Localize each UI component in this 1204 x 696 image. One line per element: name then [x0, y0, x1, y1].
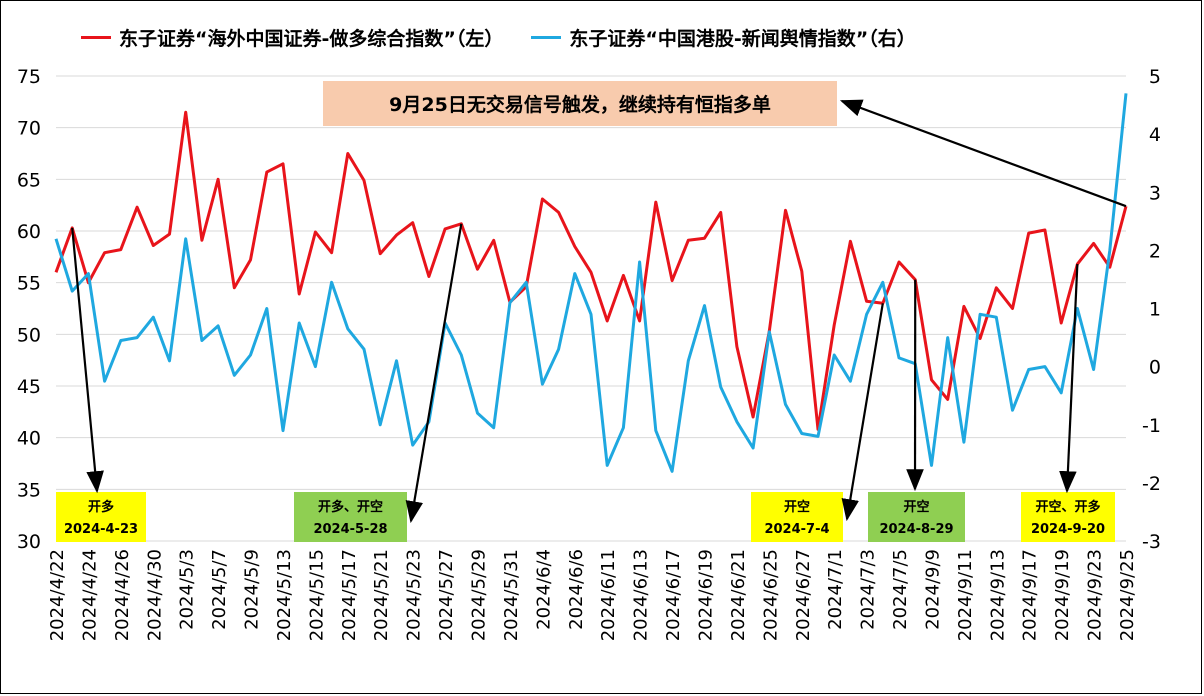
- x-tick-label: 2024/9/9: [922, 549, 943, 630]
- signal-date: 2024-9-20: [1031, 522, 1105, 537]
- x-tick-label: 2024/5/7: [209, 549, 230, 630]
- y-left-tick-label: 35: [17, 479, 41, 501]
- x-tick-label: 2024/6/19: [695, 549, 716, 641]
- signal-label: 开空、开多: [1035, 499, 1100, 515]
- signal-box: [1021, 492, 1115, 542]
- y-left-tick-label: 65: [17, 169, 41, 191]
- x-tick-label: 2024/7/5: [890, 549, 911, 630]
- x-tick-label: 2024/6/27: [793, 549, 814, 641]
- x-tick-label: 2024/6/21: [728, 549, 749, 641]
- legend-item-news-index: 东子证券“中国港股-新闻舆情指数”（右）: [531, 24, 916, 51]
- x-tick-label: 2024/5/3: [177, 549, 198, 630]
- x-tick-label: 2024/7/1: [825, 549, 846, 630]
- x-tick-label: 2024/5/13: [274, 549, 295, 641]
- y-right-tick-label: 4: [1149, 124, 1161, 146]
- y-left-tick-label: 30: [17, 531, 41, 553]
- y-right-tick-label: 5: [1149, 66, 1161, 88]
- x-tick-label: 2024/5/23: [404, 549, 425, 641]
- y-left-tick-label: 40: [17, 428, 41, 450]
- x-tick-label: 2024/5/29: [469, 549, 490, 641]
- x-tick-label: 2024/5/15: [306, 549, 327, 641]
- signal-box: [56, 492, 146, 542]
- series-line-long-index: [54, 110, 1128, 431]
- signal-date: 2024-8-29: [879, 522, 953, 537]
- callout-text: 9月25日无交易信号触发，继续持有恒指多单: [389, 93, 771, 116]
- signal-date: 2024-4-23: [64, 522, 138, 537]
- legend-swatch-red: [81, 35, 111, 39]
- series-line-news-index: [54, 93, 1128, 473]
- legend-label: 东子证券“海外中国证券-做多综合指数”（左）: [119, 27, 504, 50]
- x-tick-label: 2024/6/17: [663, 549, 684, 641]
- x-tick-label: 2024/6/4: [533, 549, 554, 630]
- x-tick-label: 2024/5/21: [371, 549, 392, 641]
- y-left-tick-label: 55: [17, 273, 41, 295]
- x-tick-label: 2024/5/17: [339, 549, 360, 641]
- x-tick-label: 2024/9/11: [955, 549, 976, 641]
- x-tick-label: 2024/4/26: [112, 549, 133, 641]
- x-tick-label: 2024/6/13: [631, 549, 652, 641]
- signal-box: [751, 492, 843, 542]
- legend-swatch-blue: [531, 35, 562, 39]
- signal-label: 开多、开空: [318, 499, 383, 515]
- callout-arrow: [839, 99, 1127, 208]
- x-tick-label: 2024/9/17: [1020, 549, 1041, 641]
- x-tick-label: 2024/9/19: [1052, 549, 1073, 641]
- x-tick-label: 2024/6/11: [598, 549, 619, 641]
- signal-label: 开空: [784, 499, 810, 515]
- signal-label: 开多: [88, 499, 114, 515]
- x-tick-label: 2024/4/30: [144, 549, 165, 641]
- x-tick-label: 2024/6/6: [566, 549, 587, 630]
- y-right-tick-label: -1: [1142, 415, 1161, 437]
- signal-arrow: [841, 303, 884, 522]
- x-tick-label: 2024/5/27: [436, 549, 457, 641]
- signal-date: 2024-7-4: [764, 522, 829, 537]
- y-right-tick-label: 3: [1149, 182, 1161, 204]
- x-tick-label: 2024/5/9: [242, 549, 263, 630]
- y-left-tick-label: 60: [17, 221, 41, 243]
- legend: 东子证券“海外中国证券-做多综合指数”（左） 东子证券“中国港股-新闻舆情指数”…: [81, 23, 944, 51]
- signal-date: 2024-5-28: [313, 522, 387, 537]
- legend-item-long-index: 东子证券“海外中国证券-做多综合指数”（左）: [81, 24, 503, 51]
- y-left-tick-label: 70: [17, 118, 41, 140]
- x-tick-label: 2024/5/31: [501, 549, 522, 641]
- signal-arrow: [405, 223, 463, 524]
- y-right-tick-label: -3: [1142, 531, 1161, 553]
- y-left-tick-label: 45: [17, 376, 41, 398]
- x-tick-label: 2024/9/25: [1117, 549, 1138, 641]
- y-right-tick-label: 0: [1149, 357, 1161, 379]
- signal-box: [294, 492, 407, 542]
- signal-box: [868, 492, 965, 542]
- y-right-tick-label: -2: [1142, 473, 1161, 495]
- x-tick-label: 2024/9/23: [1085, 549, 1106, 641]
- signal-arrow: [1059, 264, 1079, 494]
- y-left-tick-label: 75: [17, 66, 41, 88]
- callout-box: [323, 81, 837, 126]
- signal-label: 开空: [903, 499, 929, 515]
- y-left-tick-label: 50: [17, 324, 41, 346]
- legend-label: 东子证券“中国港股-新闻舆情指数”（右）: [569, 27, 916, 50]
- x-tick-label: 2024/6/25: [760, 549, 781, 641]
- x-tick-label: 2024/4/24: [79, 549, 100, 641]
- y-right-tick-label: 1: [1149, 299, 1161, 321]
- x-tick-label: 2024/9/13: [987, 549, 1008, 641]
- x-tick-label: 2024/4/22: [47, 549, 68, 641]
- y-right-tick-label: 2: [1149, 240, 1161, 262]
- signal-arrow: [71, 227, 104, 494]
- x-tick-label: 2024/7/3: [858, 549, 879, 630]
